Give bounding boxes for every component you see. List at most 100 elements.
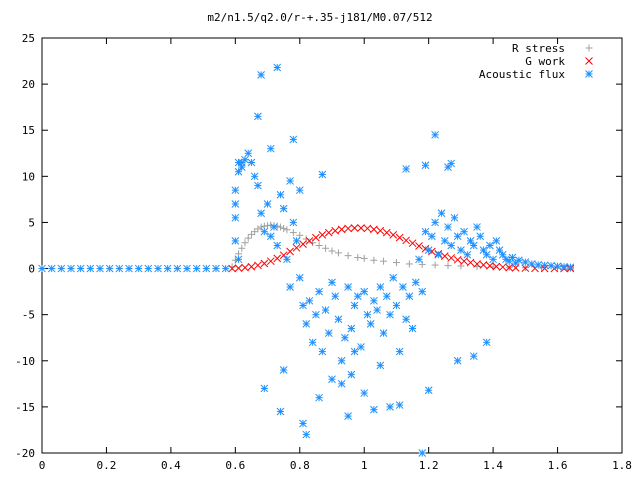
data-point xyxy=(231,200,240,208)
data-point xyxy=(370,296,378,305)
data-point xyxy=(363,310,372,319)
data-point xyxy=(434,250,443,259)
x-tick-label: 1.2 xyxy=(419,459,439,472)
series-r-stress xyxy=(228,221,574,272)
plot-frame xyxy=(41,37,623,454)
data-point xyxy=(360,389,369,397)
data-point xyxy=(457,246,465,254)
data-point xyxy=(482,250,491,259)
data-point xyxy=(305,237,314,245)
x-tick-label: 1 xyxy=(361,459,368,472)
data-point xyxy=(395,347,404,356)
data-point xyxy=(231,186,240,195)
data-point xyxy=(318,347,327,356)
data-point xyxy=(402,165,410,173)
data-point xyxy=(373,306,381,314)
y-tick-label: -5 xyxy=(22,309,35,322)
data-point xyxy=(370,405,378,414)
data-point xyxy=(260,259,269,268)
data-point xyxy=(266,257,275,266)
data-point xyxy=(86,264,95,273)
data-point xyxy=(457,262,465,270)
x-tick-label: 0.2 xyxy=(97,459,117,472)
data-point xyxy=(521,264,530,273)
data-point xyxy=(347,370,356,379)
data-point xyxy=(295,273,304,282)
data-point xyxy=(276,223,284,231)
legend-marker-g-work xyxy=(585,57,593,65)
data-point xyxy=(360,254,368,262)
data-point xyxy=(244,234,252,242)
data-point xyxy=(450,213,459,222)
data-point xyxy=(234,255,243,264)
data-point xyxy=(234,264,243,272)
data-point xyxy=(299,301,307,310)
data-point xyxy=(318,231,327,239)
data-point xyxy=(498,263,507,271)
data-point xyxy=(241,239,249,247)
data-point xyxy=(382,228,391,237)
data-point xyxy=(76,264,85,273)
x-tick-label: 1.4 xyxy=(483,459,503,472)
data-point xyxy=(486,261,494,270)
data-point xyxy=(289,229,297,237)
data-point xyxy=(389,273,398,282)
data-point xyxy=(357,343,365,351)
data-point xyxy=(527,260,536,268)
data-point xyxy=(553,262,562,271)
data-point xyxy=(386,403,394,411)
data-point xyxy=(515,256,523,265)
data-point xyxy=(337,356,346,365)
data-point xyxy=(376,226,385,235)
data-point xyxy=(492,262,501,271)
data-point xyxy=(350,224,359,232)
data-point xyxy=(437,209,446,218)
data-point xyxy=(280,224,288,232)
data-point xyxy=(105,264,114,273)
data-point xyxy=(260,227,269,236)
data-point xyxy=(453,255,462,264)
y-tick-label: 0 xyxy=(28,263,35,276)
data-point xyxy=(254,112,262,121)
y-tick-label: -20 xyxy=(15,447,35,460)
data-point xyxy=(350,301,359,310)
data-point xyxy=(270,223,278,231)
data-point xyxy=(212,264,220,273)
data-point xyxy=(421,227,430,236)
data-point xyxy=(492,237,501,245)
data-point xyxy=(482,338,491,347)
data-point xyxy=(466,237,475,245)
data-point xyxy=(231,237,240,245)
data-point xyxy=(357,224,365,232)
data-point xyxy=(279,204,288,213)
data-point xyxy=(315,287,323,296)
x-tick-label: 1.8 xyxy=(612,459,632,472)
data-point xyxy=(47,264,56,273)
data-point xyxy=(408,239,417,248)
data-point xyxy=(360,287,369,296)
data-point xyxy=(247,158,256,167)
data-point xyxy=(299,419,307,428)
data-point xyxy=(366,320,375,328)
data-point xyxy=(67,264,75,273)
data-point xyxy=(276,190,285,199)
data-point xyxy=(431,218,439,227)
data-point xyxy=(389,231,398,239)
data-point xyxy=(370,256,378,264)
data-point xyxy=(444,223,452,231)
y-tick-label: 10 xyxy=(22,170,35,183)
y-tick-label: -10 xyxy=(15,355,35,368)
data-point xyxy=(324,228,333,237)
data-point xyxy=(38,264,46,273)
data-point xyxy=(334,315,343,324)
series-layer xyxy=(38,63,575,457)
data-point xyxy=(363,224,372,233)
data-point xyxy=(231,213,240,222)
data-point xyxy=(292,237,301,245)
axis-ticks: 0 0.2 0.4 0.6 0.8 1 1.2 1.4 1.6 1.8 -20 -15 -10 -5 0 5 1… xyxy=(15,32,632,472)
data-point xyxy=(192,264,201,273)
legend: R stress G work Acoustic flux xyxy=(479,42,593,81)
chart-title: m2/n1.5/q2.0/r-+.35-j181/M0.07/512 xyxy=(207,11,432,24)
x-tick-label: 0.4 xyxy=(161,459,181,472)
